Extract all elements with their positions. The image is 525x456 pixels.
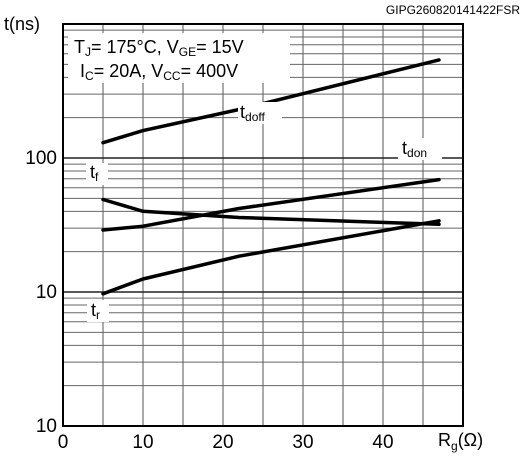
series-label-tr-main: t: [91, 300, 96, 320]
series-label-tr: tr: [91, 300, 100, 322]
cond2-p1-sub: C: [85, 69, 94, 83]
x-axis-label-sub: g: [451, 439, 458, 453]
cond1-p1: T: [74, 37, 85, 57]
series-lines: [101, 58, 441, 296]
series-line-tr: [101, 219, 441, 296]
y-tick-labels: 10 10 100: [25, 148, 57, 437]
x-tick-label: 30: [292, 432, 313, 453]
conditions-line-1: TJ= 175°C, VGE= 15V: [74, 37, 244, 59]
cond1-p2: V: [167, 37, 179, 57]
cond2-p2: V: [151, 61, 163, 81]
cond2-p1: I: [80, 61, 85, 81]
conditions-box-bg: [68, 33, 290, 83]
series-line-tdoff: [101, 58, 441, 145]
x-axis-label: Rg(Ω): [438, 430, 483, 453]
x-tick-label: 20: [212, 432, 233, 453]
cond2-p1-val: = 20A,: [94, 61, 152, 81]
series-label-tdon-sub: don: [407, 146, 427, 160]
series-label-tdoff: tdoff: [240, 102, 265, 124]
x-tick-label: 40: [372, 432, 393, 453]
cond1-p2-sub: GE: [179, 45, 196, 59]
grid: [63, 24, 463, 426]
x-axis-label-unit: (Ω): [458, 430, 483, 450]
series-line-tdon: [101, 177, 441, 232]
series-label-tdon-main: t: [402, 138, 407, 158]
y-tick-label: 10: [36, 416, 57, 437]
x-tick-labels: 0 10 20 30 40: [58, 432, 394, 453]
y-tick-label: 100: [25, 148, 57, 169]
label-tdoff-bg: [238, 102, 282, 124]
x-tick-label: 0: [58, 432, 69, 453]
figure-code: GIPG260820141422FSR: [386, 3, 520, 17]
cond2-p2-val: = 400V: [181, 61, 239, 81]
series-label-tdoff-main: t: [240, 102, 245, 122]
label-tf-bg: [86, 163, 108, 185]
label-tdon-bg: [398, 138, 442, 160]
label-tr-bg: [87, 300, 109, 322]
plot-frame: [62, 23, 464, 427]
series-label-tf: tf: [90, 162, 99, 184]
series-label-tf-main: t: [90, 162, 95, 182]
cond1-p2-val: = 15V: [196, 37, 244, 57]
series-label-tdon: tdon: [402, 138, 427, 160]
series-label-tr-sub: r: [96, 308, 100, 322]
series-line-tf: [101, 197, 441, 227]
x-axis-label-main: R: [438, 430, 451, 450]
cond1-p1-val: = 175°C,: [91, 37, 167, 57]
y-axis-label: t(ns): [4, 14, 40, 34]
y-tick-label: 10: [36, 282, 57, 303]
cond2-p2-sub: CC: [163, 69, 181, 83]
conditions-line-2: IC= 20A, VCC= 400V: [80, 61, 238, 83]
series-label-tf-sub: f: [95, 170, 99, 184]
x-tick-label: 10: [132, 432, 153, 453]
cond1-p1-sub: J: [85, 45, 91, 59]
series-label-tdoff-sub: doff: [245, 110, 265, 124]
